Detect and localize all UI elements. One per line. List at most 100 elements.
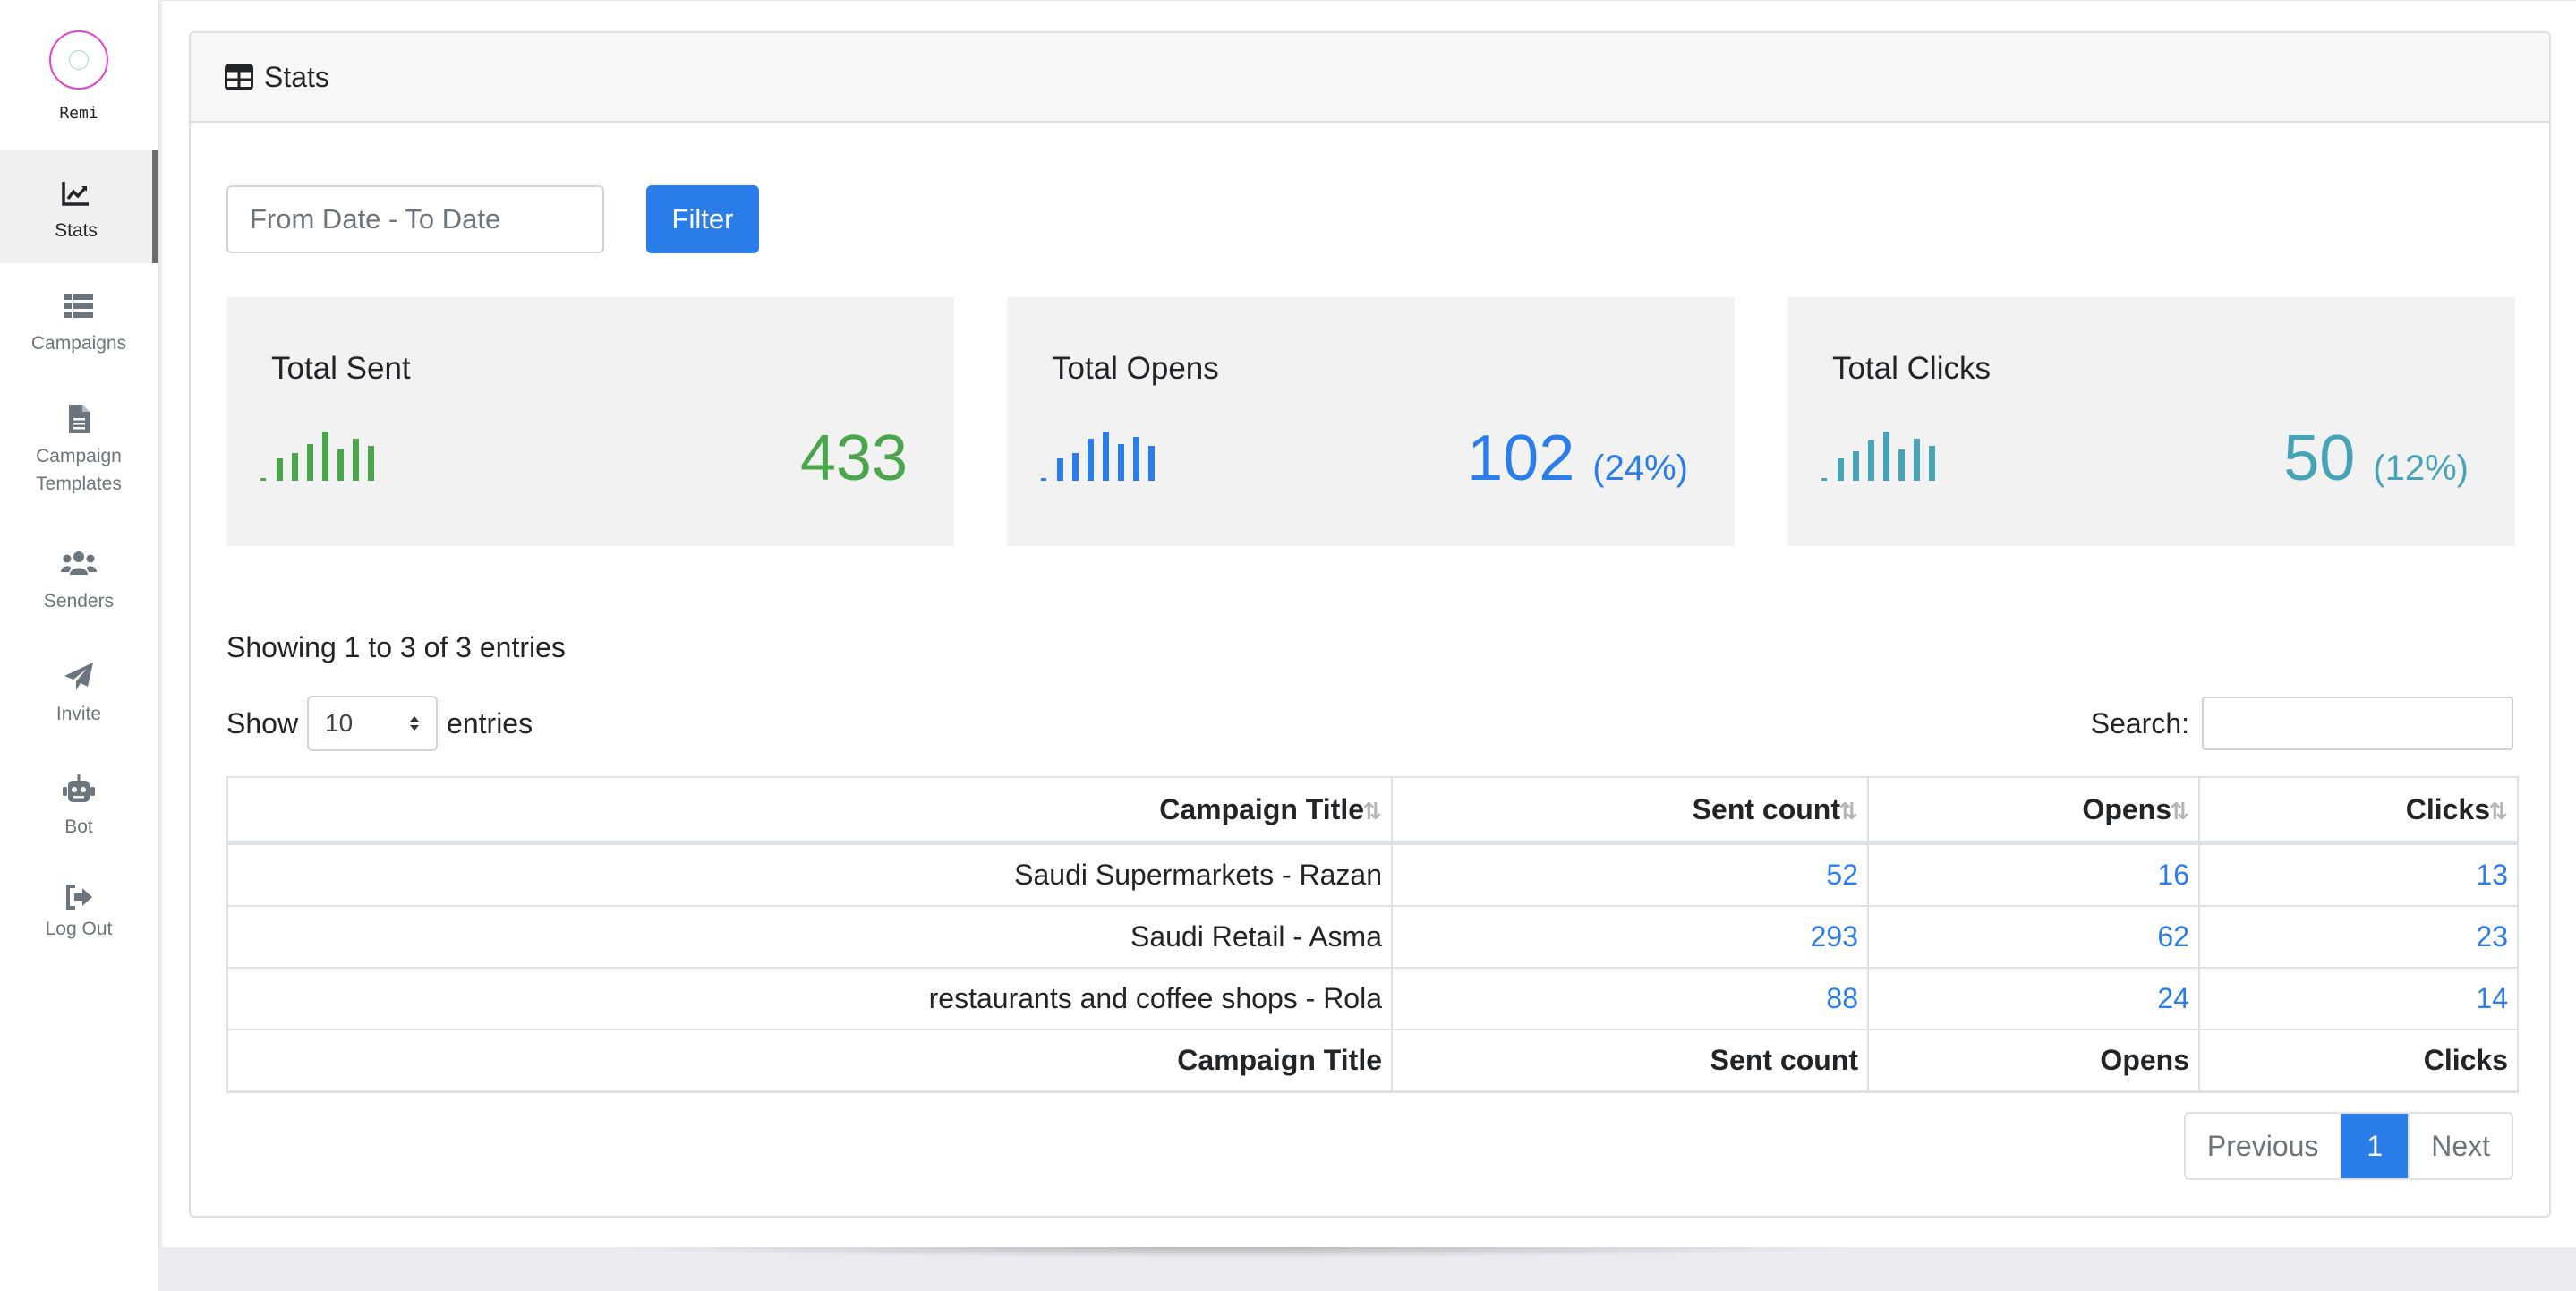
length-value: 10 (325, 709, 354, 737)
robot-icon (63, 774, 95, 802)
footer-campaign-title: Campaign Title (226, 1029, 1393, 1093)
stat-total-clicks: Total Clicks 50 (12%) (1787, 297, 2515, 546)
clicks-link[interactable]: 13 (2476, 859, 2508, 891)
nav-label: Senders (43, 591, 115, 611)
stat-percent: (24%) (1592, 449, 1688, 488)
nav-item-invite[interactable]: Invite (0, 634, 158, 747)
nav-item-bot[interactable]: Bot (0, 747, 158, 859)
stat-value: 50 (2283, 423, 2356, 494)
sidebar: Remi Stats Campaigns Campaign Templates (0, 0, 158, 1291)
sort-icon: ⇅ (1838, 797, 1858, 825)
chart-line-icon (62, 182, 89, 206)
opens-link[interactable]: 16 (2157, 859, 2189, 891)
footer-sent-count: Sent count (1391, 1029, 1869, 1093)
card-header: Stats (191, 33, 2549, 123)
clicks-link[interactable]: 23 (2476, 920, 2508, 953)
table-info: Showing 1 to 3 of 3 entries (226, 631, 566, 663)
nav-label: Bot (64, 816, 93, 837)
footer-opens: Opens (1867, 1029, 2200, 1093)
stat-value-wrap: 433 (800, 423, 908, 494)
sort-icon: ⇅ (1362, 797, 1382, 825)
stat-title: Total Opens (1052, 351, 1219, 386)
sent-count-link[interactable]: 88 (1826, 982, 1858, 1014)
users-icon (61, 551, 97, 575)
list-icon (64, 294, 93, 318)
pagination: Previous 1 Next (2183, 1112, 2513, 1180)
card-title: Stats (264, 60, 329, 93)
stat-total-opens: Total Opens 102 (24%) (1007, 297, 1735, 546)
cell-campaign-title: restaurants and coffee shops - Rola (226, 967, 1393, 1030)
previous-page-button[interactable]: Previous (2186, 1114, 2342, 1178)
paper-plane-icon (64, 663, 93, 690)
select-arrows-icon (410, 716, 420, 731)
search-input[interactable] (2202, 697, 2513, 750)
cell-sent-count: 293 (1391, 905, 1869, 969)
cell-opens: 16 (1867, 842, 2200, 907)
column-header-sent-count[interactable]: Sent count⇅ (1391, 776, 1869, 845)
stat-percent: (12%) (2373, 449, 2469, 488)
sort-icon: ⇅ (2170, 797, 2189, 825)
table-header-row: Campaign Title⇅ Sent count⇅ Opens⇅ Click… (226, 776, 2519, 845)
nav-item-campaign-templates[interactable]: Campaign Templates (0, 376, 158, 510)
table-length: Show 10 entries (226, 696, 533, 751)
nav-label: Log Out (45, 919, 113, 939)
table-row: restaurants and coffee shops - Rola 88 2… (226, 967, 2519, 1030)
sent-count-link[interactable]: 293 (1810, 920, 1858, 953)
stat-value-wrap: 102 (24%) (1467, 423, 1688, 504)
stat-title: Total Clicks (1832, 351, 1991, 386)
top-border (158, 0, 2576, 4)
stat-value-wrap: 50 (12%) (2283, 423, 2469, 504)
table-row: Saudi Supermarkets - Razan 52 16 13 (226, 842, 2519, 907)
nav-label: Campaign Templates (36, 446, 122, 494)
opens-link[interactable]: 62 (2157, 920, 2189, 953)
stat-title: Total Sent (271, 351, 411, 386)
table-row: Saudi Retail - Asma 293 62 23 (226, 905, 2519, 969)
date-range-input[interactable] (226, 185, 604, 253)
nav-item-stats[interactable]: Stats (0, 150, 158, 263)
cell-sent-count: 88 (1391, 967, 1869, 1030)
table-icon (225, 64, 253, 90)
filter-button[interactable]: Filter (646, 185, 759, 253)
table-footer-row: Campaign Title Sent count Opens Clicks (226, 1029, 2519, 1093)
sign-out-icon (66, 885, 92, 910)
stats-card: Stats Filter Total Sent 433 Total Opens (189, 31, 2551, 1218)
sort-icon: ⇅ (2488, 797, 2508, 825)
cell-campaign-title: Saudi Supermarkets - Razan (226, 842, 1393, 907)
column-header-campaign-title[interactable]: Campaign Title⇅ (226, 776, 1393, 845)
show-label: Show (226, 706, 299, 740)
column-header-opens[interactable]: Opens⇅ (1867, 776, 2200, 845)
brand-name: Remi (59, 104, 98, 123)
campaign-table: Campaign Title⇅ Sent count⇅ Opens⇅ Click… (226, 776, 2519, 1093)
sparkline-icon (1041, 432, 1155, 481)
cell-clicks: 13 (2198, 842, 2519, 907)
opens-link[interactable]: 24 (2157, 982, 2189, 1014)
nav-label: Campaigns (30, 333, 127, 354)
brand-logo (49, 30, 108, 90)
next-page-button[interactable]: Next (2408, 1114, 2512, 1178)
clicks-link[interactable]: 14 (2476, 982, 2508, 1014)
cell-clicks: 14 (2198, 967, 2519, 1030)
nav-label: Stats (55, 220, 98, 241)
nav-label: Invite (55, 704, 102, 724)
length-select[interactable]: 10 (307, 696, 439, 751)
stat-value: 433 (799, 423, 908, 494)
table-search: Search: (2091, 697, 2513, 750)
nav-item-senders[interactable]: Senders (0, 521, 158, 634)
nav-item-campaigns[interactable]: Campaigns (0, 263, 158, 376)
footer-clicks: Clicks (2198, 1029, 2519, 1093)
bottom-band (158, 1247, 2576, 1291)
stat-value: 102 (1467, 423, 1575, 494)
page-1-button[interactable]: 1 (2341, 1114, 2409, 1178)
sent-count-link[interactable]: 52 (1826, 859, 1858, 891)
nav-item-log-out[interactable]: Log Out (0, 859, 158, 972)
stat-total-sent: Total Sent 433 (226, 297, 954, 546)
cell-campaign-title: Saudi Retail - Asma (226, 905, 1393, 969)
column-header-clicks[interactable]: Clicks⇅ (2198, 776, 2519, 845)
cell-sent-count: 52 (1391, 842, 1869, 907)
brand[interactable]: Remi (0, 30, 158, 123)
entries-label: entries (447, 706, 533, 740)
cell-opens: 24 (1867, 967, 2200, 1030)
file-icon (69, 405, 90, 433)
cell-opens: 62 (1867, 905, 2200, 969)
search-label: Search: (2090, 706, 2189, 740)
